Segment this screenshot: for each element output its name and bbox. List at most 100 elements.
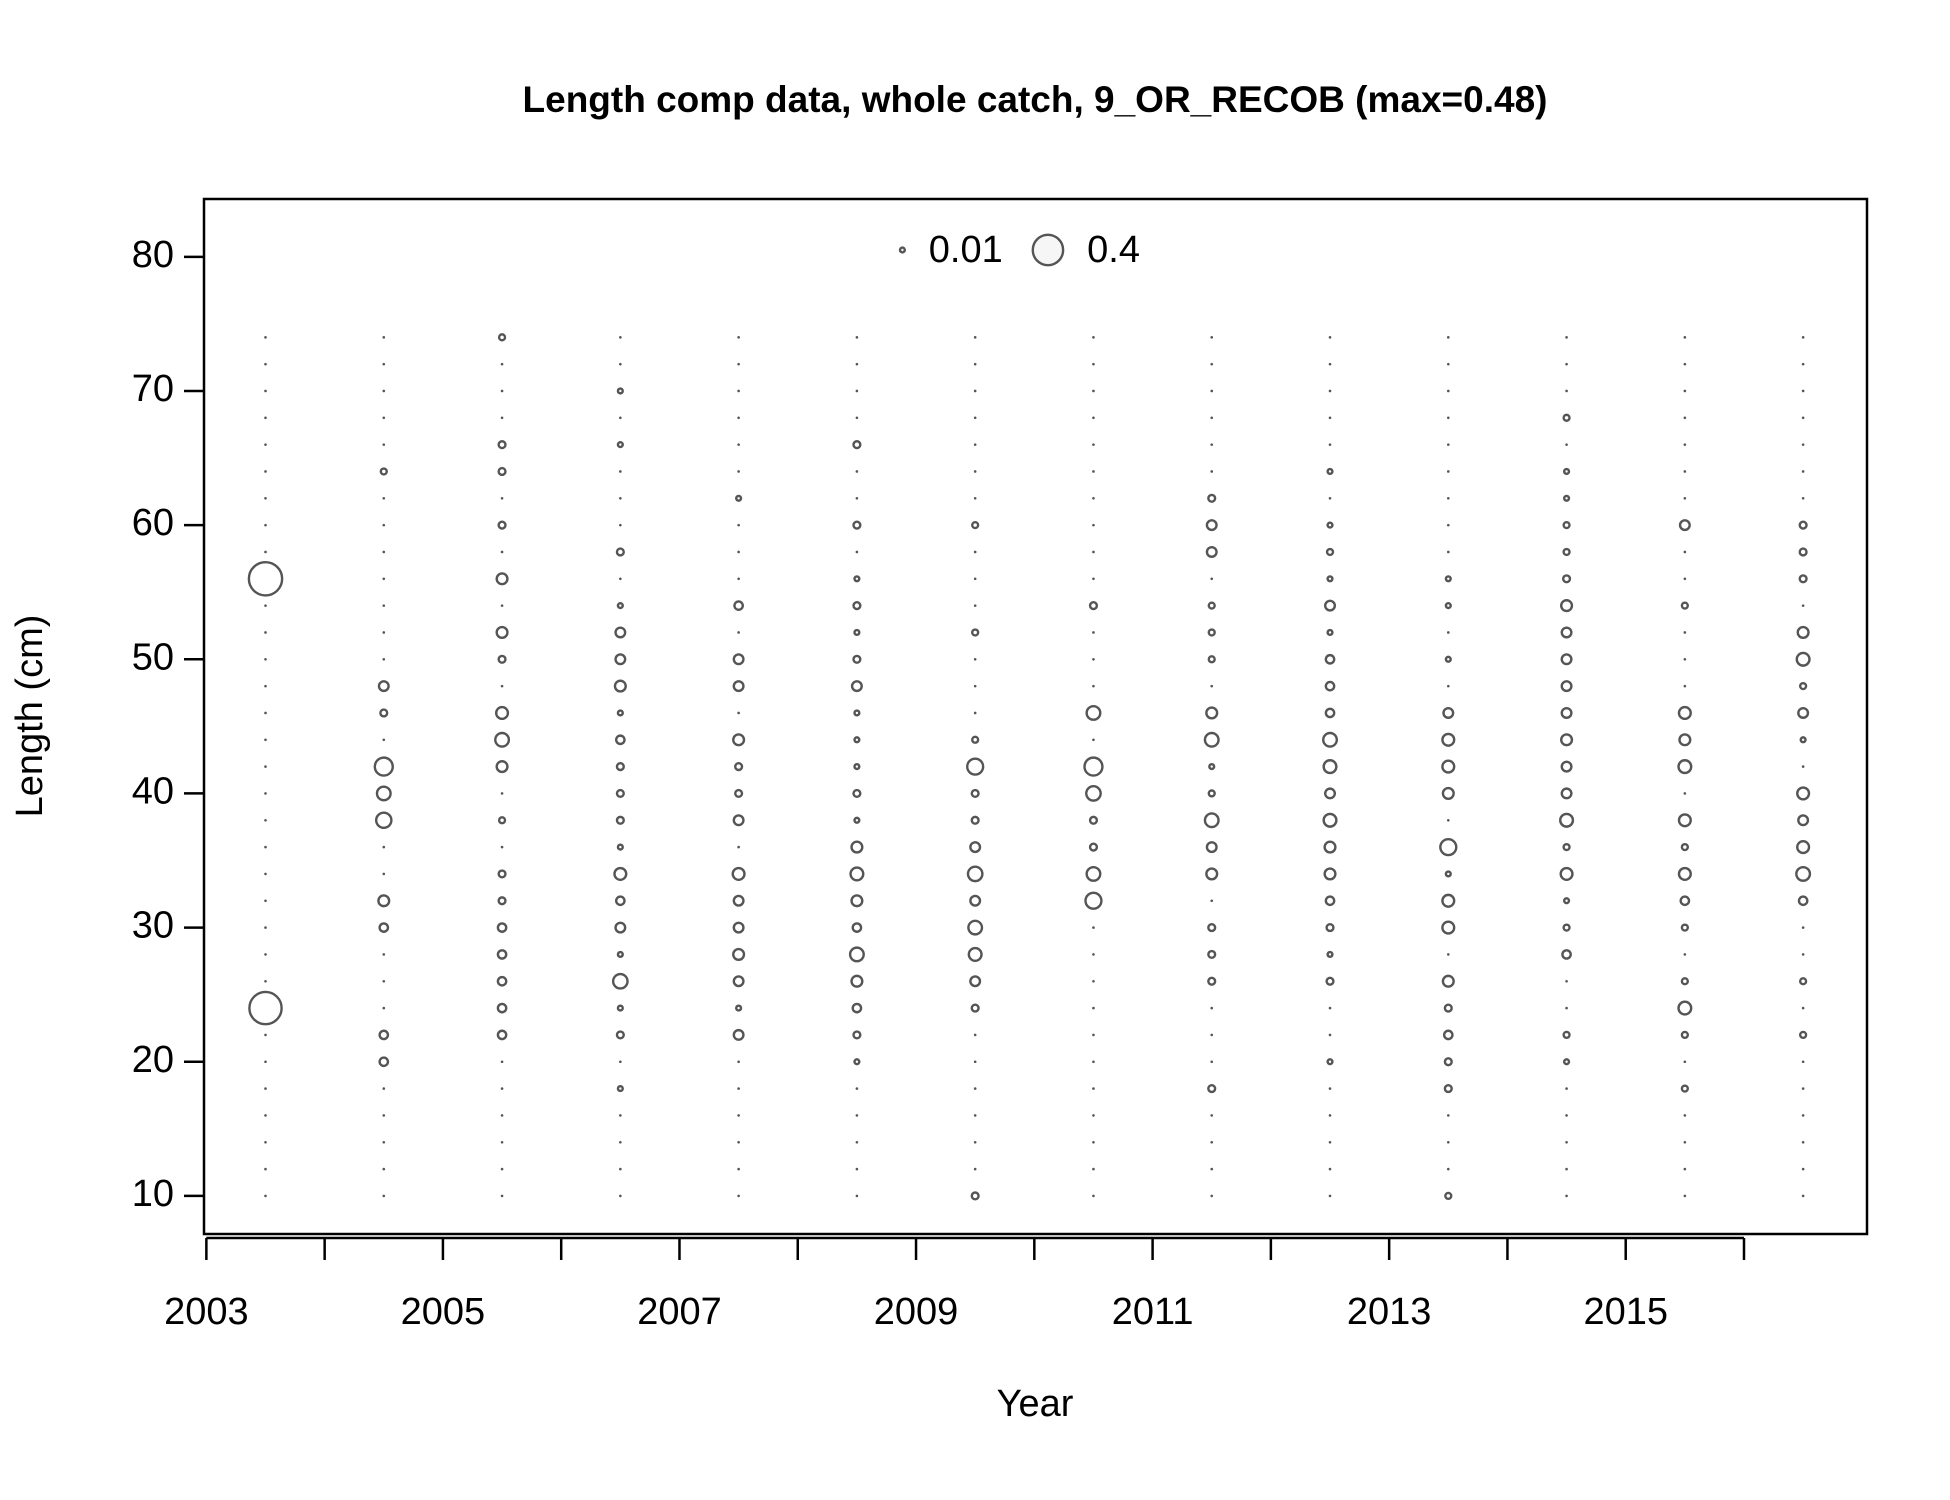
bubble: [853, 575, 861, 583]
zero-dot: [973, 336, 977, 339]
zero-dot: [1328, 1194, 1332, 1198]
bubble: [1796, 786, 1811, 801]
bubble: [1207, 601, 1216, 610]
bubble: [850, 894, 864, 908]
zero-dot: [500, 550, 504, 554]
bubble: [616, 387, 624, 395]
bubble: [616, 1084, 624, 1093]
bubble: [613, 866, 628, 882]
zero-dot: [1683, 1140, 1687, 1144]
y-axis-label: Length (cm): [9, 615, 51, 818]
bubble: [850, 680, 863, 693]
zero-dot: [1210, 1033, 1214, 1037]
bubble: [1088, 842, 1099, 852]
zero-dot: [500, 496, 504, 500]
zero-dot: [264, 792, 267, 795]
bubble: [732, 680, 745, 693]
zero-dot: [1092, 1140, 1095, 1144]
zero-dot: [500, 416, 504, 420]
zero-dot: [1683, 1194, 1687, 1198]
bubble: [1559, 866, 1574, 882]
zero-dot: [737, 1140, 740, 1144]
zero-dot: [382, 631, 386, 634]
zero-dot: [855, 1087, 859, 1090]
bubble: [1205, 706, 1219, 720]
zero-dot: [264, 899, 267, 903]
bubble: [1324, 599, 1337, 612]
zero-dot: [382, 1114, 386, 1117]
zero-dot: [1328, 1006, 1332, 1010]
x-tick-label: 2011: [1112, 1291, 1194, 1333]
zero-dot: [1801, 389, 1805, 393]
zero-dot: [1092, 550, 1095, 554]
zero-dot: [382, 577, 386, 581]
zero-dot: [1210, 389, 1214, 393]
legend-bubble: [1031, 233, 1065, 267]
bubble: [1088, 601, 1099, 611]
bubble: [497, 869, 507, 879]
zero-dot: [264, 416, 267, 420]
bubble: [1444, 575, 1452, 583]
zero-dot: [1801, 362, 1805, 366]
bubble: [732, 1028, 745, 1041]
zero-dot: [500, 362, 504, 366]
bubble: [1561, 949, 1572, 960]
zero-dot: [1446, 1140, 1450, 1144]
bubble: [850, 974, 864, 988]
zero-dot: [737, 389, 740, 393]
bubble: [495, 572, 509, 586]
bubble: [614, 653, 627, 666]
zero-dot: [1801, 765, 1805, 768]
zero-dot: [737, 1114, 740, 1117]
zero-dot: [855, 389, 859, 393]
zero-dot: [500, 389, 504, 393]
bubble: [495, 760, 509, 774]
zero-dot: [1446, 443, 1450, 446]
bubble: [853, 816, 861, 824]
zero-dot: [619, 1167, 622, 1171]
zero-dot: [973, 389, 977, 393]
zero-dot: [1565, 1167, 1568, 1171]
bubble: [850, 840, 864, 854]
bubble: [1677, 866, 1692, 882]
zero-dot: [973, 711, 977, 715]
zero-dot: [264, 336, 267, 339]
legend-bubble: [898, 246, 907, 254]
bubble: [1680, 977, 1689, 986]
bubble: [1205, 545, 1218, 558]
zero-dot: [264, 684, 267, 688]
zero-dot: [264, 470, 267, 473]
zero-dot: [1801, 496, 1805, 500]
bubble: [378, 1029, 390, 1041]
bubble: [1443, 1057, 1453, 1067]
zero-dot: [855, 1140, 859, 1144]
bubble: [969, 841, 982, 854]
bubble: [1444, 602, 1452, 610]
bubble: [1798, 520, 1808, 530]
bubble: [1324, 680, 1336, 692]
bubble: [970, 815, 980, 825]
zero-dot: [1092, 1033, 1095, 1037]
zero-dot: [1565, 979, 1568, 983]
bubble: [1443, 1083, 1453, 1094]
x-tick-label: 2007: [637, 1291, 722, 1333]
bubble: [1799, 736, 1807, 744]
zero-dot: [1092, 1006, 1095, 1010]
zero-dot: [737, 711, 740, 715]
bubble: [496, 1029, 508, 1041]
bubble: [1562, 923, 1571, 932]
zero-dot: [1446, 818, 1450, 822]
bubble: [1203, 731, 1220, 748]
zero-dot: [619, 1140, 622, 1144]
zero-dot: [1210, 1167, 1214, 1171]
zero-dot: [1092, 1060, 1095, 1064]
bubble: [735, 494, 743, 502]
zero-dot: [1328, 336, 1332, 339]
zero-dot: [264, 362, 267, 366]
zero-dot: [1446, 496, 1450, 500]
zero-dot: [264, 818, 267, 822]
zero-dot: [1683, 577, 1687, 581]
bubble: [374, 811, 393, 830]
zero-dot: [1801, 336, 1805, 339]
zero-dot: [1801, 953, 1805, 956]
